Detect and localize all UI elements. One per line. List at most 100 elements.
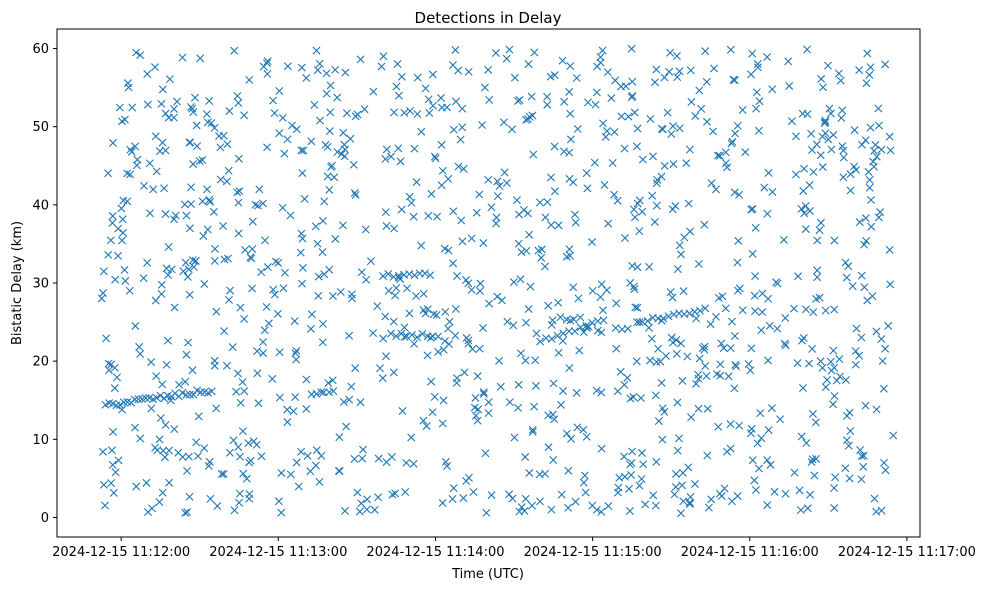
data-point [635,227,644,236]
data-point [649,491,658,500]
data-point [721,159,730,168]
data-point [839,146,848,155]
data-point [836,372,844,381]
data-point [713,151,722,160]
data-point [360,105,369,114]
data-point [417,241,426,250]
data-point [274,258,283,267]
data-point [734,236,743,245]
data-point [666,288,675,297]
data-point [381,155,390,163]
data-point [528,501,537,510]
data-point [311,222,320,231]
data-point [330,173,339,182]
data-point [495,182,504,190]
data-point [738,106,747,115]
data-point [394,144,403,153]
data-point [859,462,868,471]
data-point [816,357,825,366]
data-point [151,443,160,452]
data-point [702,372,711,380]
data-point [885,132,894,141]
data-point [830,305,839,314]
data-point [751,486,760,494]
data-point [679,287,688,296]
data-point [128,103,137,112]
data-point [374,493,383,502]
data-point [381,312,390,321]
data-point [493,192,502,201]
data-point [378,374,387,383]
data-point [550,71,559,80]
data-point [320,270,329,279]
data-point [143,258,152,267]
data-point [829,400,838,409]
data-point [427,377,436,386]
data-point [345,395,354,404]
data-point [324,379,333,388]
data-point [275,393,284,402]
data-point [572,388,581,397]
data-point [652,179,661,188]
data-point [575,346,584,355]
data-point [817,74,826,83]
data-point [621,234,630,243]
data-point [480,83,489,92]
data-point [877,335,886,343]
data-point [236,303,245,312]
data-point [570,210,579,219]
data-point [184,265,193,274]
data-point [318,319,327,328]
data-point [645,262,654,271]
data-point [650,217,659,226]
y-tick-label: 50 [32,120,49,135]
data-point [867,222,876,231]
data-point [173,97,182,106]
data-point [468,345,477,353]
data-point [334,466,343,475]
data-point [482,508,491,517]
data-point [223,254,232,263]
data-point [475,190,484,199]
data-point [342,109,351,118]
data-point [234,229,243,238]
data-point [109,427,117,436]
data-point [97,294,106,303]
data-point [748,456,757,465]
data-point [240,387,249,396]
data-point [195,157,204,166]
data-point [441,307,450,316]
data-point [359,445,368,454]
data-point [443,462,451,470]
data-point [464,67,473,76]
data-point [573,124,582,133]
data-point [491,49,500,58]
data-point [521,356,530,365]
data-point [291,393,300,402]
data-point [889,431,898,440]
data-point [164,242,173,251]
data-point [440,337,449,346]
data-point [203,225,212,234]
data-point [203,185,212,194]
data-point [394,91,403,100]
data-point [639,460,648,469]
data-point [597,328,606,337]
data-point [886,146,895,155]
data-point [234,154,243,163]
data-point [652,457,661,466]
data-point [672,349,681,358]
data-point [757,326,766,335]
data-point [200,444,209,453]
data-point [588,501,597,510]
data-point [283,418,292,427]
data-point [328,376,337,385]
data-point [654,417,663,426]
data-point [676,250,685,259]
data-point [668,122,677,131]
data-point [270,290,279,299]
data-point [132,482,141,491]
data-point [831,473,840,482]
